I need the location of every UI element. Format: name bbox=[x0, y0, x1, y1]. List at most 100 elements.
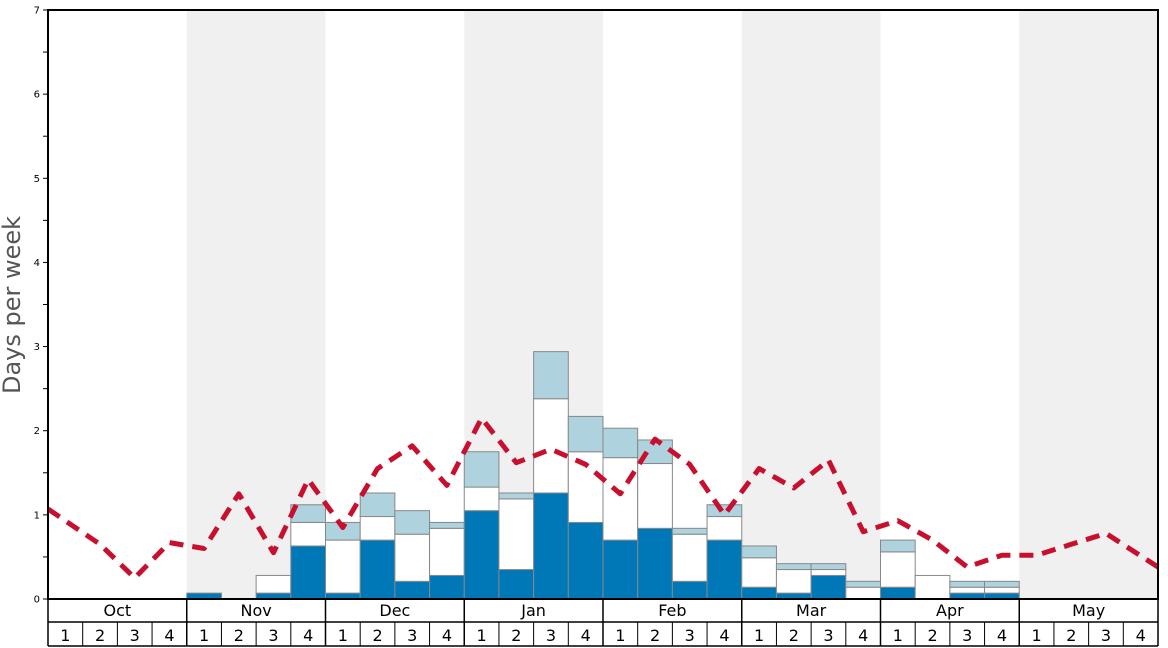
bar-middle-28 bbox=[984, 586, 1020, 594]
month-label-dec: Dec bbox=[379, 601, 410, 620]
bar-top-16 bbox=[567, 415, 604, 453]
week-label: 4 bbox=[719, 626, 729, 645]
bar-top-12 bbox=[429, 521, 465, 529]
week-label: 4 bbox=[1136, 626, 1146, 645]
week-label: 2 bbox=[1066, 626, 1076, 645]
month-label-may: May bbox=[1072, 601, 1105, 620]
week-label: 1 bbox=[615, 626, 625, 645]
month-label-feb: Feb bbox=[658, 601, 686, 620]
bar-bottom-25 bbox=[880, 586, 916, 600]
month-label-jan: Jan bbox=[520, 601, 546, 620]
bar-middle-10 bbox=[359, 516, 396, 541]
y-tick-label: 1 bbox=[34, 510, 40, 521]
bar-bottom-18 bbox=[637, 527, 673, 600]
x-axis: Oct Nov Dec Jan Feb Mar Apr May 1 2 3 4 1 2 3 4 1 2 3 4 1 2 3 4… bbox=[47, 599, 1159, 647]
week-label: 3 bbox=[1101, 626, 1111, 645]
y-axis: 0 1 2 3 4 5 6 7 bbox=[34, 6, 48, 606]
week-label: 3 bbox=[823, 626, 833, 645]
week-label: 2 bbox=[650, 626, 660, 645]
week-label: 3 bbox=[268, 626, 278, 645]
bar-top-19 bbox=[671, 527, 708, 535]
bar-top-17 bbox=[602, 427, 639, 459]
bar-middle-20 bbox=[706, 516, 743, 541]
bar-bottom-11 bbox=[394, 580, 431, 600]
bar-bottom-21 bbox=[741, 586, 777, 600]
bar-top-10 bbox=[359, 492, 396, 518]
y-tick-label: 5 bbox=[34, 174, 40, 185]
week-label: 3 bbox=[685, 626, 695, 645]
bar-bottom-17 bbox=[602, 539, 639, 600]
bar-top-25 bbox=[880, 539, 916, 553]
month-label-mar: Mar bbox=[796, 601, 827, 620]
week-label: 2 bbox=[927, 626, 937, 645]
bar-bottom-14 bbox=[498, 569, 535, 600]
bar-middle-13 bbox=[463, 486, 500, 512]
bar-top-28 bbox=[984, 580, 1020, 588]
bar-middle-23 bbox=[810, 569, 847, 576]
y-tick-label: 3 bbox=[34, 342, 40, 353]
bar-bottom-16 bbox=[567, 521, 604, 600]
y-tick-label: 2 bbox=[34, 426, 40, 437]
bar-middle-14 bbox=[498, 498, 535, 571]
month-shading bbox=[186, 10, 1158, 599]
bar-middle-11 bbox=[394, 533, 431, 582]
bar-bottom-20 bbox=[706, 539, 743, 600]
bar-bottom-13 bbox=[463, 510, 500, 600]
bar-bottom-19 bbox=[671, 580, 708, 600]
bar-middle-8 bbox=[290, 521, 326, 547]
week-label: 4 bbox=[442, 626, 452, 645]
bar-middle-19 bbox=[671, 533, 708, 582]
bar-top-15 bbox=[533, 351, 569, 400]
week-label: 2 bbox=[234, 626, 244, 645]
week-label: 4 bbox=[997, 626, 1007, 645]
bar-top-14 bbox=[498, 492, 535, 500]
week-label: 4 bbox=[858, 626, 868, 645]
bar-middle-15 bbox=[533, 398, 569, 494]
month-label-oct: Oct bbox=[104, 601, 132, 620]
bar-top-22 bbox=[775, 563, 812, 571]
average-line-path bbox=[46, 415, 1160, 581]
bars bbox=[186, 351, 1020, 600]
bar-middle-22 bbox=[775, 569, 812, 594]
week-label: 1 bbox=[893, 626, 903, 645]
week-label: 2 bbox=[372, 626, 382, 645]
month-label-nov: Nov bbox=[241, 601, 272, 620]
week-label: 2 bbox=[511, 626, 521, 645]
bar-middle-12 bbox=[429, 527, 465, 576]
bar-middle-18 bbox=[637, 463, 673, 529]
bar-bottom-10 bbox=[359, 539, 396, 600]
y-axis-title: Days per week bbox=[0, 216, 26, 394]
week-label: 1 bbox=[754, 626, 764, 645]
bar-top-24 bbox=[845, 580, 881, 588]
bar-middle-9 bbox=[325, 539, 361, 594]
bar-middle-17 bbox=[602, 457, 639, 541]
y-tick-label: 6 bbox=[34, 90, 40, 101]
y-tick-label: 0 bbox=[34, 595, 40, 606]
bar-top-13 bbox=[463, 451, 500, 488]
week-label: 1 bbox=[338, 626, 348, 645]
average-line bbox=[46, 415, 1160, 581]
bar-middle-7 bbox=[255, 574, 292, 594]
week-label: 3 bbox=[546, 626, 556, 645]
bar-bottom-8 bbox=[290, 545, 326, 600]
bar-bottom-23 bbox=[810, 574, 847, 600]
week-label: 3 bbox=[962, 626, 972, 645]
week-label: 2 bbox=[95, 626, 105, 645]
bar-bottom-12 bbox=[429, 574, 465, 600]
month-shade-mar bbox=[741, 10, 881, 599]
week-label: 3 bbox=[130, 626, 140, 645]
bar-top-23 bbox=[810, 563, 847, 571]
bar-top-20 bbox=[706, 504, 743, 518]
bar-middle-27 bbox=[949, 586, 986, 594]
week-label: 4 bbox=[164, 626, 174, 645]
bar-middle-25 bbox=[880, 551, 916, 588]
bar-top-27 bbox=[949, 580, 986, 588]
bar-middle-21 bbox=[741, 557, 777, 588]
y-tick-label: 7 bbox=[34, 6, 40, 17]
week-label: 1 bbox=[1032, 626, 1042, 645]
week-label: 1 bbox=[199, 626, 209, 645]
week-label: 1 bbox=[477, 626, 487, 645]
bar-middle-26 bbox=[914, 574, 951, 600]
week-label: 4 bbox=[581, 626, 591, 645]
